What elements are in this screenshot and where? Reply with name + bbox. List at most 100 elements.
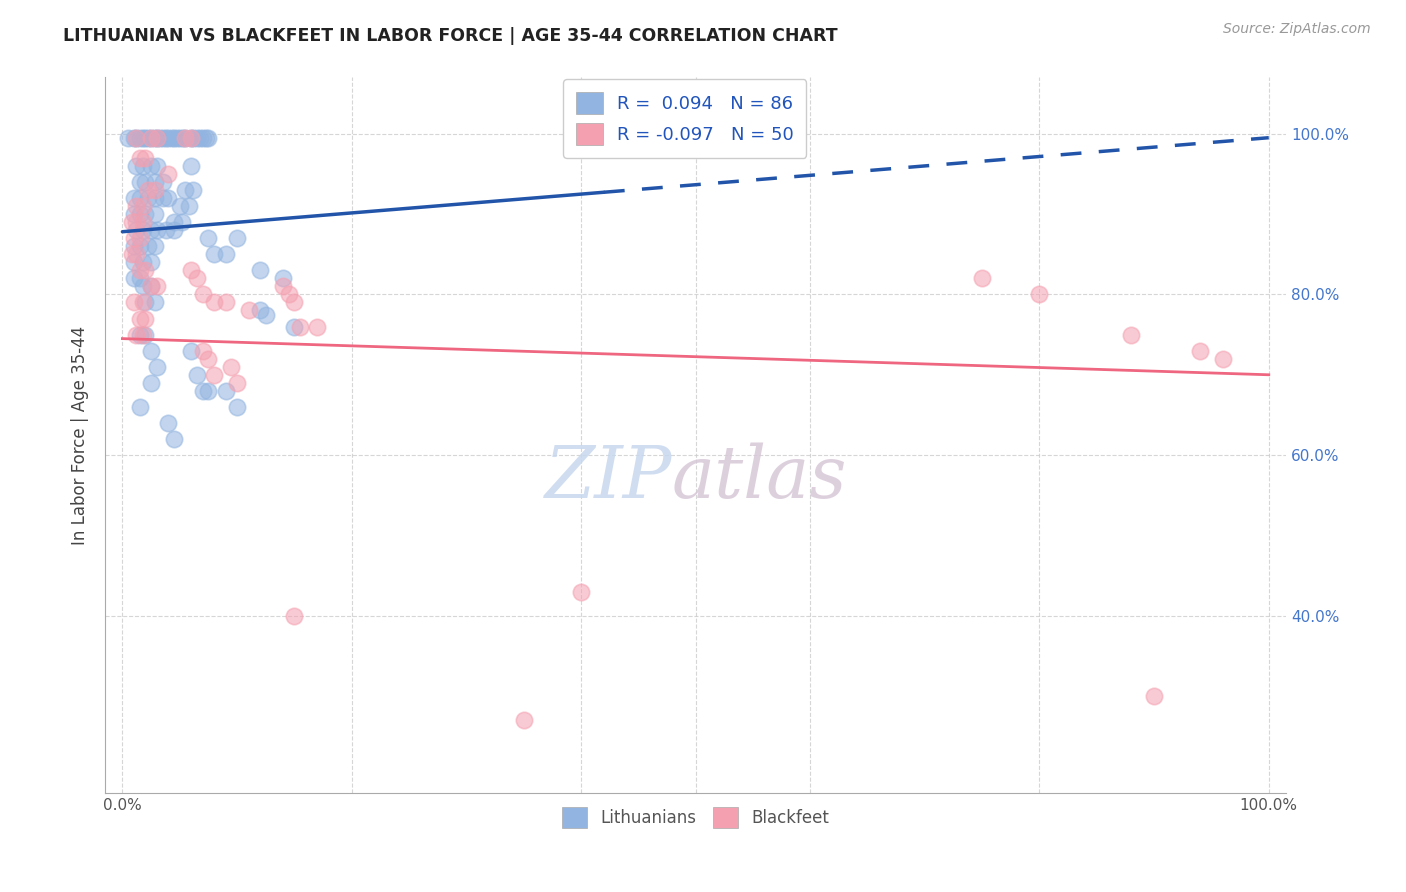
Point bbox=[146, 159, 169, 173]
Point bbox=[186, 368, 208, 382]
Point bbox=[163, 223, 186, 237]
Point bbox=[180, 159, 202, 173]
Y-axis label: In Labor Force | Age 35-44: In Labor Force | Age 35-44 bbox=[72, 326, 89, 545]
Point bbox=[169, 199, 191, 213]
Point bbox=[186, 130, 208, 145]
Point bbox=[155, 130, 177, 145]
Point bbox=[283, 319, 305, 334]
Point bbox=[197, 351, 219, 366]
Point bbox=[134, 175, 156, 189]
Point bbox=[132, 159, 155, 173]
Point bbox=[569, 584, 592, 599]
Point bbox=[1212, 351, 1234, 366]
Point bbox=[134, 151, 156, 165]
Point bbox=[202, 368, 225, 382]
Point bbox=[143, 191, 166, 205]
Point bbox=[190, 130, 212, 145]
Point bbox=[125, 130, 148, 145]
Point bbox=[143, 207, 166, 221]
Point bbox=[136, 183, 159, 197]
Point bbox=[163, 215, 186, 229]
Point bbox=[139, 130, 162, 145]
Point bbox=[197, 130, 219, 145]
Point bbox=[146, 223, 169, 237]
Point bbox=[512, 714, 534, 728]
Point bbox=[191, 384, 214, 398]
Point bbox=[157, 167, 180, 181]
Point bbox=[180, 263, 202, 277]
Point bbox=[122, 239, 145, 253]
Text: ZIP: ZIP bbox=[544, 442, 672, 513]
Point bbox=[134, 130, 156, 145]
Point bbox=[132, 255, 155, 269]
Point bbox=[172, 130, 194, 145]
Point bbox=[122, 295, 145, 310]
Point bbox=[157, 191, 180, 205]
Point bbox=[139, 255, 162, 269]
Point bbox=[134, 311, 156, 326]
Point bbox=[307, 319, 329, 334]
Point bbox=[146, 130, 169, 145]
Point bbox=[214, 384, 236, 398]
Point bbox=[157, 130, 180, 145]
Point bbox=[125, 130, 148, 145]
Point bbox=[139, 343, 162, 358]
Point bbox=[169, 130, 191, 145]
Point bbox=[160, 130, 183, 145]
Point bbox=[197, 384, 219, 398]
Point bbox=[146, 130, 169, 145]
Point bbox=[132, 215, 155, 229]
Point bbox=[152, 130, 174, 145]
Point bbox=[170, 215, 193, 229]
Point bbox=[143, 175, 166, 189]
Point bbox=[143, 295, 166, 310]
Point bbox=[128, 175, 150, 189]
Point bbox=[214, 295, 236, 310]
Point bbox=[139, 159, 162, 173]
Point bbox=[183, 183, 205, 197]
Point bbox=[117, 130, 139, 145]
Point bbox=[132, 279, 155, 293]
Point bbox=[128, 327, 150, 342]
Point bbox=[163, 432, 186, 446]
Text: atlas: atlas bbox=[672, 442, 848, 513]
Point bbox=[249, 263, 271, 277]
Point bbox=[177, 199, 200, 213]
Point bbox=[195, 130, 218, 145]
Point bbox=[149, 130, 172, 145]
Point bbox=[180, 130, 202, 145]
Point bbox=[136, 239, 159, 253]
Point bbox=[132, 327, 155, 342]
Point bbox=[186, 271, 208, 285]
Point bbox=[221, 359, 243, 374]
Point bbox=[125, 223, 148, 237]
Point bbox=[152, 175, 174, 189]
Point bbox=[146, 279, 169, 293]
Point bbox=[183, 130, 205, 145]
Point bbox=[128, 311, 150, 326]
Legend: Lithuanians, Blackfeet: Lithuanians, Blackfeet bbox=[555, 801, 835, 834]
Point bbox=[157, 416, 180, 430]
Point bbox=[139, 130, 162, 145]
Point bbox=[128, 263, 150, 277]
Point bbox=[197, 231, 219, 245]
Point bbox=[122, 130, 145, 145]
Point bbox=[202, 247, 225, 261]
Point bbox=[139, 279, 162, 293]
Point bbox=[134, 207, 156, 221]
Point bbox=[128, 239, 150, 253]
Point bbox=[180, 343, 202, 358]
Point bbox=[271, 271, 294, 285]
Point bbox=[122, 271, 145, 285]
Point bbox=[271, 279, 294, 293]
Point bbox=[191, 287, 214, 301]
Point bbox=[143, 239, 166, 253]
Point bbox=[128, 191, 150, 205]
Point bbox=[134, 295, 156, 310]
Point bbox=[202, 295, 225, 310]
Point bbox=[121, 215, 143, 229]
Point bbox=[125, 199, 148, 213]
Point bbox=[254, 308, 277, 322]
Point bbox=[125, 159, 148, 173]
Point bbox=[1121, 327, 1143, 342]
